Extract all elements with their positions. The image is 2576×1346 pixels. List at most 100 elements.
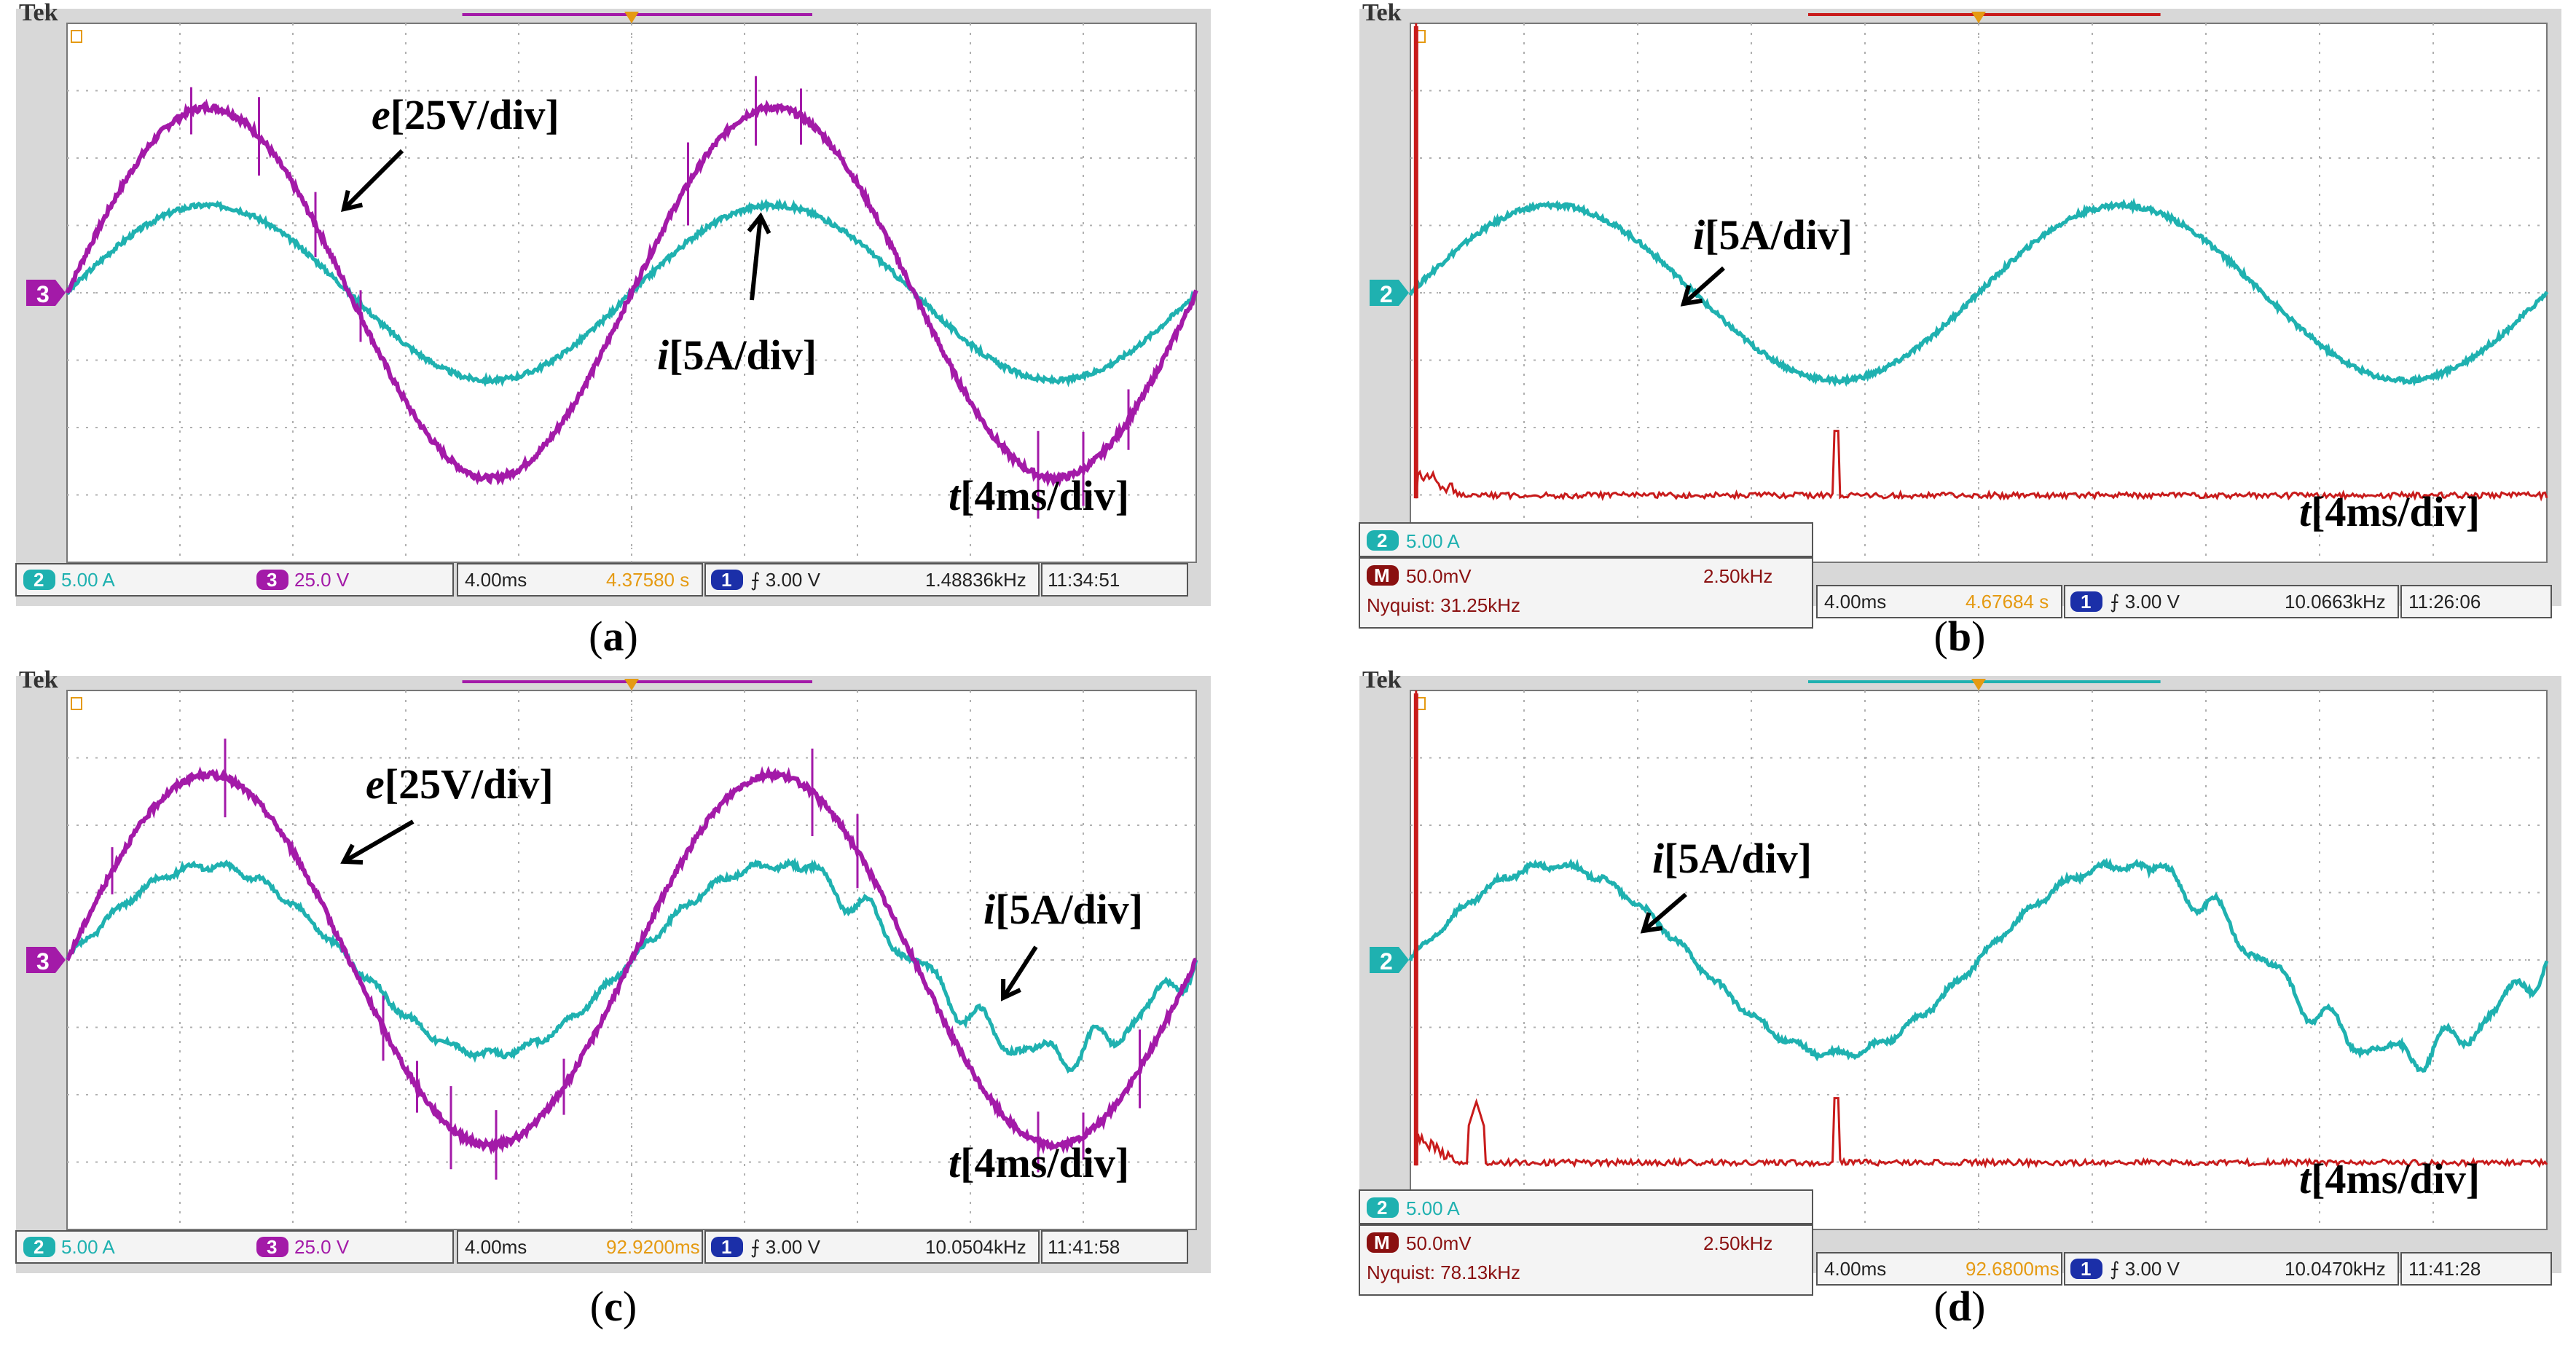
- math-freq: 2.50kHz: [1703, 1232, 1772, 1254]
- math-scale: 50.0mV: [1406, 1232, 1472, 1254]
- trigger-pill: 1: [2070, 1258, 2102, 1280]
- timebase-value: 4.00ms: [465, 1236, 527, 1258]
- annotations: i[5A/div] t[4ms/div]: [1640, 835, 2480, 1203]
- time-label: t[4ms/div]: [2299, 488, 2480, 535]
- fft-trace: [1415, 690, 2548, 1169]
- math-scale: 50.0mV: [1406, 565, 1472, 587]
- ch2-pill: 2: [1367, 530, 1399, 551]
- trigger-pill-bg: [711, 570, 743, 590]
- clock-box: [2400, 585, 2552, 618]
- frequency-value: 1.48836kHz: [925, 569, 1026, 591]
- status-bar: 2 5.00 A M 50.0mV 2.50kHz Nyquist: 78.13kHz 4.…: [1359, 1189, 2552, 1296]
- e-arrow: [340, 819, 415, 865]
- trigger-box: [2064, 585, 2399, 618]
- clock-value: 11:34:51: [1048, 569, 1120, 591]
- ch2-pill-bg: [23, 1237, 55, 1257]
- channel-marker-shape: [1370, 280, 1409, 306]
- trigger-value: ⨍ 3.00 V: [2110, 1258, 2180, 1280]
- ch2-pill: 2: [1367, 1197, 1399, 1219]
- time-label: t[4ms/div]: [949, 1139, 1129, 1186]
- ch3-scale: 25.0 V: [294, 569, 350, 591]
- i-label: i[5A/div]: [1693, 211, 1853, 259]
- e-label-var: e: [366, 760, 385, 808]
- fft-trace: [1415, 23, 2548, 502]
- math-box: [1359, 557, 1813, 629]
- i-label-unit: [5A/div]: [1664, 835, 1812, 882]
- ch2-pill-num: 2: [1377, 1197, 1387, 1219]
- i-label-unit: [5A/div]: [995, 886, 1143, 933]
- nyquist-value: Nyquist: 31.25kHz: [1367, 594, 1520, 616]
- traces: [1408, 23, 2549, 502]
- e-arrow-shaft: [342, 149, 404, 211]
- channel-ground-marker: 3: [26, 947, 66, 975]
- current-trace: [1408, 857, 2549, 1073]
- trigger-pill: 1: [711, 569, 743, 591]
- trigger-value: ⨍ 3.00 V: [2110, 591, 2180, 613]
- trigger-position-icon: [624, 12, 639, 23]
- position-value: 92.6800ms: [1966, 1258, 2059, 1280]
- annotations: e[25V/div] i[5A/div] t[4ms/div]: [341, 91, 1129, 519]
- trigger-pill-bg: [2070, 591, 2102, 612]
- e-label: e[25V/div]: [372, 91, 559, 138]
- i-label-unit: [5A/div]: [669, 331, 817, 379]
- e-label: e[25V/div]: [366, 760, 554, 808]
- channel-ground-marker: 2: [1370, 280, 1409, 307]
- ch2-pill: 2: [23, 1236, 55, 1258]
- ch2-scale-box: [1359, 522, 1813, 557]
- e-arrow-head: [340, 843, 364, 865]
- time-label-var: t: [949, 472, 962, 519]
- caption-d: (d): [1933, 1283, 1986, 1330]
- ch2-scale: 5.00 A: [1406, 530, 1460, 552]
- math-pill: M: [1367, 1232, 1399, 1253]
- math-pill-label: M: [1374, 564, 1390, 586]
- scope-a-svg: Tek 3 e[25V/div] i[5A/div] t[4ms/div] 2 5.00 A…: [15, 0, 1211, 606]
- ch3-scale: 25.0 V: [294, 1236, 350, 1258]
- clock-value: 11:41:58: [1048, 1236, 1120, 1258]
- frequency-value: 10.0504kHz: [925, 1236, 1026, 1258]
- timebase-value: 4.00ms: [1824, 591, 1886, 613]
- scope-panel-b: Tek 2 i[5A/div] t[4ms/div] 2 5.00 A M 50.0mV 2.5…: [1359, 0, 2561, 629]
- time-label-unit: [4ms/div]: [960, 1139, 1129, 1186]
- math-pill-label: M: [1374, 1232, 1390, 1253]
- i-label: i[5A/div]: [1652, 835, 1812, 882]
- scope-panel-a: Tek 3 e[25V/div] i[5A/div] t[4ms/div] 2 5.00 A…: [15, 0, 1211, 606]
- time-label: t[4ms/div]: [2299, 1155, 2480, 1203]
- traces: [65, 739, 1198, 1180]
- i-arrow-head: [1640, 912, 1663, 934]
- timebase-value: 4.00ms: [1824, 1258, 1886, 1280]
- channel-marker-number: 2: [1380, 281, 1393, 307]
- timebase-box: [1816, 585, 2062, 618]
- channel-scale-box: [15, 563, 454, 597]
- time-label-unit: [4ms/div]: [960, 472, 1129, 519]
- math-pill-bg: [1367, 1232, 1399, 1253]
- math-origin-icon: [71, 697, 82, 710]
- scope-panel-c: Tek 3 e[25V/div] i[5A/div] t[4ms/div] 2 5.00 A…: [15, 666, 1211, 1273]
- ch3-pill-bg: [256, 1237, 288, 1257]
- brand-label: Tek: [19, 666, 58, 693]
- i-arrow: [747, 212, 771, 301]
- trigger-value: ⨍ 3.00 V: [750, 569, 821, 591]
- i-arrow-head: [1680, 285, 1703, 307]
- trigger-pill-num: 1: [2081, 591, 2091, 613]
- i-label: i[5A/div]: [983, 886, 1143, 933]
- ch2-scale-box: [1359, 1189, 1813, 1224]
- ch2-pill-num: 2: [1377, 530, 1387, 551]
- caption-b: (b): [1933, 613, 1986, 660]
- i-label-unit: [5A/div]: [1705, 211, 1853, 259]
- i-arrow: [1640, 892, 1687, 934]
- i-arrow-shaft: [1001, 945, 1038, 999]
- clock-value: 11:26:06: [2408, 591, 2481, 613]
- scope-c-svg: Tek 3 e[25V/div] i[5A/div] t[4ms/div] 2 5.00 A…: [15, 666, 1211, 1273]
- ch2-scale: 5.00 A: [61, 1236, 115, 1258]
- time-label-var: t: [949, 1139, 962, 1186]
- trigger-pill-num: 1: [2081, 1258, 2091, 1280]
- scope-b-svg: Tek 2 i[5A/div] t[4ms/div] 2 5.00 A M 50.0mV 2.5…: [1359, 0, 2561, 629]
- math-pill: M: [1367, 564, 1399, 586]
- channel-ground-marker: 3: [26, 280, 66, 307]
- i-label: i[5A/div]: [657, 331, 817, 379]
- channel-marker-number: 2: [1380, 948, 1393, 975]
- trigger-box: [704, 563, 1040, 597]
- position-value: 92.9200ms: [606, 1236, 700, 1258]
- brand-label: Tek: [1362, 666, 1402, 693]
- channel-marker-shape: [1370, 947, 1409, 973]
